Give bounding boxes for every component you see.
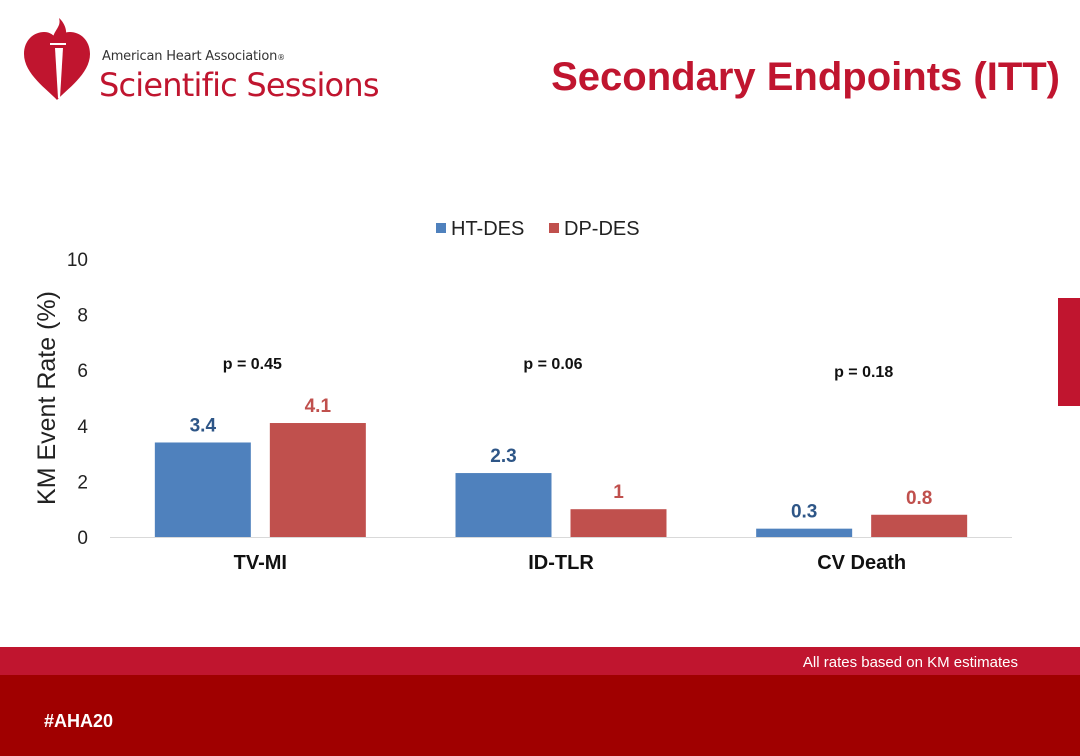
y-tick-label: 8 — [77, 306, 88, 327]
y-tick-label: 6 — [77, 361, 88, 382]
bar-dp-des — [269, 423, 366, 537]
data-label: 2.3 — [490, 446, 516, 467]
side-accent-tab — [1058, 298, 1080, 406]
org-name: American Heart Association® — [102, 49, 285, 64]
legend-label: HT-DES — [451, 218, 524, 240]
y-tick-label: 10 — [67, 250, 88, 271]
footnote: All rates based on KM estimates — [802, 654, 1018, 671]
heart-torch-icon — [24, 18, 90, 100]
hashtag: #AHA20 — [44, 711, 114, 731]
footer-base — [0, 675, 1080, 756]
bar-ht-des — [756, 528, 853, 537]
category-label: ID-TLR — [528, 552, 594, 574]
aha-logo: American Heart Association® Scientific S… — [22, 16, 380, 106]
bar-ht-des — [455, 473, 552, 537]
y-tick-label: 0 — [77, 528, 88, 549]
data-label: 3.4 — [190, 415, 217, 436]
bar-ht-des — [154, 442, 251, 537]
y-axis-title: KM Event Rate (%) — [33, 291, 61, 505]
footer-band — [0, 647, 1080, 675]
bar-dp-des — [871, 514, 968, 537]
bar-chart: 0 2 4 6 8 10 KM Event Rate (%) HT-DES DP-DES 3.4 4… — [33, 218, 1012, 574]
p-value-annotation: p = 0.45 — [223, 356, 282, 373]
category-label: TV-MI — [234, 552, 287, 574]
y-tick-label: 4 — [77, 417, 88, 438]
legend-swatch-ht-des — [436, 223, 446, 233]
data-label: 4.1 — [305, 396, 332, 417]
y-tick-label: 2 — [77, 472, 88, 493]
page-title: Secondary Endpoints (ITT) — [551, 55, 1060, 99]
p-value-annotation: p = 0.06 — [523, 356, 582, 373]
data-label: 0.8 — [906, 488, 932, 509]
data-label: 1 — [613, 482, 624, 503]
bar-dp-des — [570, 509, 667, 537]
event-name: Scientific Sessions — [99, 66, 380, 104]
legend-label: DP-DES — [564, 218, 640, 240]
category-label: CV Death — [817, 552, 906, 574]
p-value-annotation: p = 0.18 — [834, 364, 893, 381]
legend-swatch-dp-des — [549, 223, 559, 233]
data-label: 0.3 — [791, 502, 817, 523]
